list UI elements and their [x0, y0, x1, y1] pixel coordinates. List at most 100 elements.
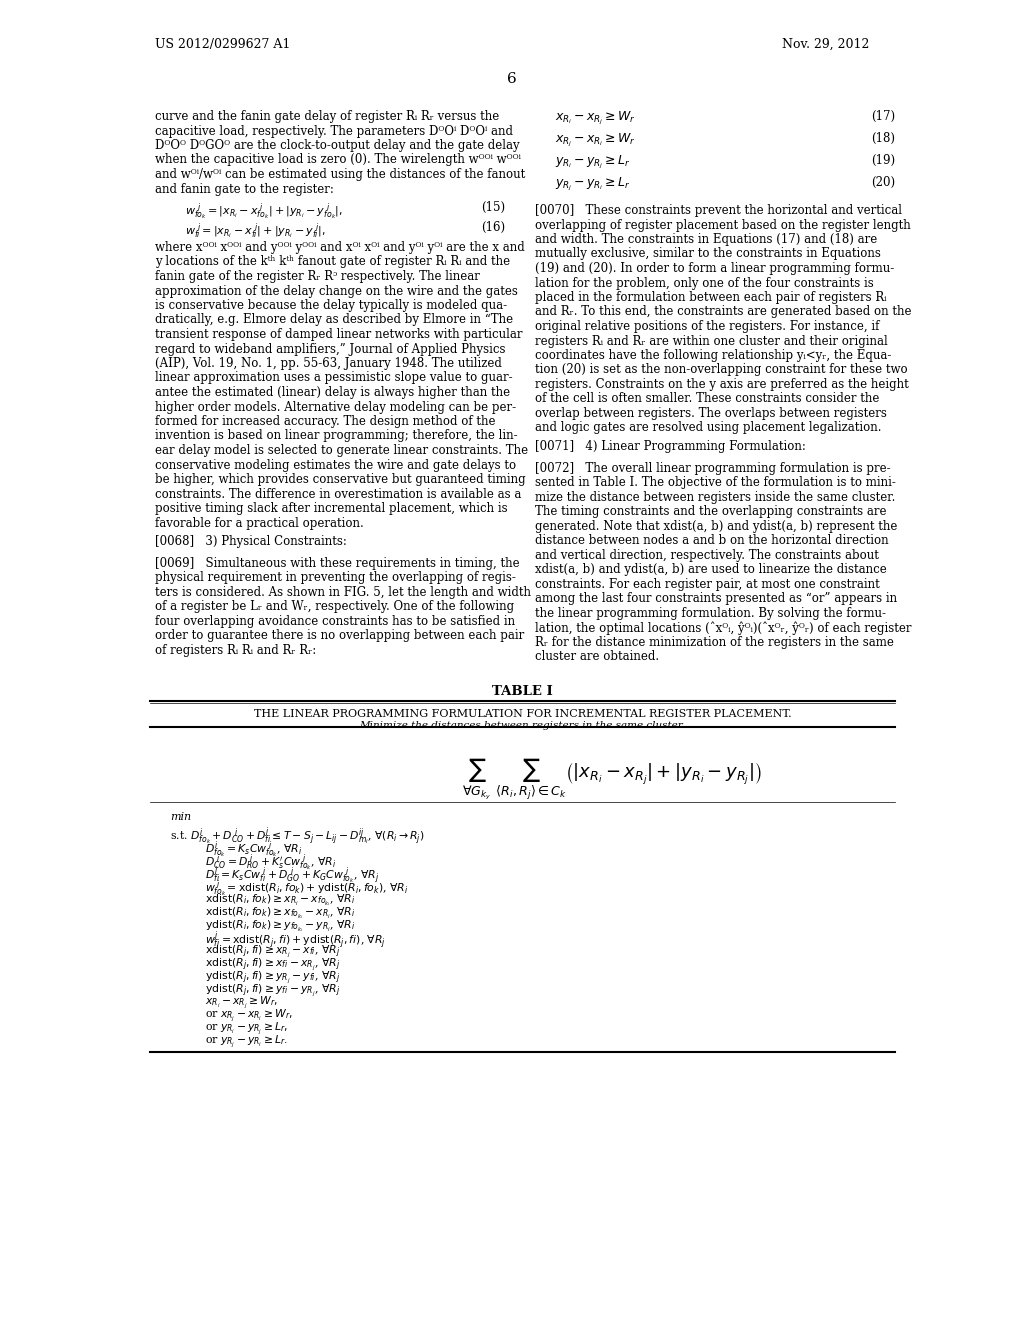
- Text: or $x_{R_j} - x_{R_i} \geq W_r,$: or $x_{R_j} - x_{R_i} \geq W_r,$: [205, 1007, 293, 1024]
- Text: $x_{R_i}-x_{R_j} \geq W_r$: $x_{R_i}-x_{R_j} \geq W_r$: [555, 110, 636, 127]
- Text: cluster are obtained.: cluster are obtained.: [535, 651, 659, 663]
- Text: mize the distance between registers inside the same cluster.: mize the distance between registers insi…: [535, 491, 895, 504]
- Text: positive timing slack after incremental placement, which is: positive timing slack after incremental …: [155, 502, 508, 515]
- Text: [0071]   4) Linear Programming Formulation:: [0071] 4) Linear Programming Formulation…: [535, 440, 806, 453]
- Text: TABLE I: TABLE I: [493, 685, 553, 698]
- Text: THE LINEAR PROGRAMMING FORMULATION FOR INCREMENTAL REGISTER PLACEMENT.: THE LINEAR PROGRAMMING FORMULATION FOR I…: [254, 709, 792, 719]
- Text: the linear programming formulation. By solving the formu-: the linear programming formulation. By s…: [535, 607, 886, 620]
- Text: placed in the formulation between each pair of registers Rᵢ: placed in the formulation between each p…: [535, 290, 887, 304]
- Text: invention is based on linear programming; therefore, the lin-: invention is based on linear programming…: [155, 429, 517, 442]
- Text: [0070]   These constraints prevent the horizontal and vertical: [0070] These constraints prevent the hor…: [535, 205, 902, 216]
- Text: original relative positions of the registers. For instance, if: original relative positions of the regis…: [535, 319, 880, 333]
- Text: and vertical direction, respectively. The constraints about: and vertical direction, respectively. Th…: [535, 549, 879, 562]
- Text: of a register be Lᵣ and Wᵣ, respectively. One of the following: of a register be Lᵣ and Wᵣ, respectively…: [155, 601, 514, 614]
- Text: $w_{fo_k}^{\ i} = |x_{R_i}-x_{fo_k}^{\ i}| + |y_{R_i}-y_{fo_k}^{\ i}|,$: $w_{fo_k}^{\ i} = |x_{R_i}-x_{fo_k}^{\ i…: [185, 201, 343, 222]
- Text: (20): (20): [870, 176, 895, 189]
- Text: $w_{fo_k}^{\ i} = \mathrm{xdist}(R_i, fo_k) + \mathrm{ydist}(R_i, fo_k)$, $\fora: $w_{fo_k}^{\ i} = \mathrm{xdist}(R_i, fo…: [205, 878, 409, 899]
- Text: The timing constraints and the overlapping constraints are: The timing constraints and the overlappi…: [535, 506, 887, 519]
- Text: formed for increased accuracy. The design method of the: formed for increased accuracy. The desig…: [155, 414, 496, 428]
- Text: fanin gate of the register Rᵣ Rᵓ respectively. The linear: fanin gate of the register Rᵣ Rᵓ respect…: [155, 271, 480, 282]
- Text: generated. Note that xdist(a, b) and ydist(a, b) represent the: generated. Note that xdist(a, b) and ydi…: [535, 520, 897, 533]
- Text: constraints. The difference in overestimation is available as a: constraints. The difference in overestim…: [155, 487, 521, 500]
- Text: [0069]   Simultaneous with these requirements in timing, the: [0069] Simultaneous with these requireme…: [155, 557, 519, 570]
- Text: Nov. 29, 2012: Nov. 29, 2012: [781, 38, 869, 51]
- Text: and logic gates are resolved using placement legalization.: and logic gates are resolved using place…: [535, 421, 882, 434]
- Text: linear approximation uses a pessimistic slope value to guar-: linear approximation uses a pessimistic …: [155, 371, 513, 384]
- Text: $w_{fi}^{j} = \mathrm{xdist}(R_j, fi) + \mathrm{ydist}(R_j, fi)$, $\forall R_j$: $w_{fi}^{j} = \mathrm{xdist}(R_j, fi) + …: [205, 929, 386, 952]
- Text: and fanin gate to the register:: and fanin gate to the register:: [155, 182, 334, 195]
- Text: min: min: [170, 812, 191, 822]
- Text: among the last four constraints presented as “or” appears in: among the last four constraints presente…: [535, 593, 897, 606]
- Text: $\mathrm{ydist}(R_j, fi) \geq y_{R_j} - y_{fi}$, $\forall R_j$: $\mathrm{ydist}(R_j, fi) \geq y_{R_j} - …: [205, 969, 340, 986]
- Text: $x_{R_i} - x_{R_j} \geq W_r,$: $x_{R_i} - x_{R_j} \geq W_r,$: [205, 995, 278, 1011]
- Text: and width. The constraints in Equations (17) and (18) are: and width. The constraints in Equations …: [535, 234, 878, 246]
- Text: lation for the problem, only one of the four constraints is: lation for the problem, only one of the …: [535, 276, 873, 289]
- Text: $\mathrm{xdist}(R_j, fi) \geq x_{R_j} - x_{fi}$, $\forall R_j$: $\mathrm{xdist}(R_j, fi) \geq x_{R_j} - …: [205, 942, 340, 960]
- Text: $D_{CO}^{\ i} = D_{RO}^{\ i} + K_s' Cw_{fo_k}^{\ i}$, $\forall R_i$: $D_{CO}^{\ i} = D_{RO}^{\ i} + K_s' Cw_{…: [205, 851, 337, 873]
- Text: be higher, which provides conservative but guaranteed timing: be higher, which provides conservative b…: [155, 473, 525, 486]
- Text: higher order models. Alternative delay modeling can be per-: higher order models. Alternative delay m…: [155, 400, 516, 413]
- Text: Rᵣ for the distance minimization of the registers in the same: Rᵣ for the distance minimization of the …: [535, 636, 894, 648]
- Text: DᴼOᴼ DᴼGOᴼ are the clock-to-output delay and the gate delay: DᴼOᴼ DᴼGOᴼ are the clock-to-output delay…: [155, 139, 519, 152]
- Text: regard to wideband amplifiers,” Journal of Applied Physics: regard to wideband amplifiers,” Journal …: [155, 342, 506, 355]
- Text: or $y_{R_j} - y_{R_i} \geq L_r.$: or $y_{R_j} - y_{R_i} \geq L_r.$: [205, 1034, 288, 1049]
- Text: (15): (15): [481, 201, 505, 214]
- Text: $y_{R_i}-y_{R_j} \geq L_r$: $y_{R_i}-y_{R_j} \geq L_r$: [555, 154, 631, 172]
- Text: conservative modeling estimates the wire and gate delays to: conservative modeling estimates the wire…: [155, 458, 516, 471]
- Text: and Rᵣ. To this end, the constraints are generated based on the: and Rᵣ. To this end, the constraints are…: [535, 305, 911, 318]
- Text: $\mathrm{xdist}(R_i, fo_k) \geq x_{fo_{k_i}} - x_{R_i}$, $\forall R_i$: $\mathrm{xdist}(R_i, fo_k) \geq x_{fo_{k…: [205, 904, 355, 920]
- Text: tion (20) is set as the non-overlapping constraint for these two: tion (20) is set as the non-overlapping …: [535, 363, 907, 376]
- Text: registers. Constraints on the y axis are preferred as the height: registers. Constraints on the y axis are…: [535, 378, 908, 391]
- Text: s.t. $D^i_{fo_k} + D_{CO}^{\ i} + D^j_{fi} \leq T - S_j - L_{ij} - D^{ij}_{m_i}$: s.t. $D^i_{fo_k} + D_{CO}^{\ i} + D^j_{f…: [170, 826, 425, 847]
- Text: (18): (18): [871, 132, 895, 145]
- Text: [0072]   The overall linear programming formulation is pre-: [0072] The overall linear programming fo…: [535, 462, 891, 475]
- Text: dratically, e.g. Elmore delay as described by Elmore in “The: dratically, e.g. Elmore delay as describ…: [155, 314, 513, 326]
- Text: mutually exclusive, similar to the constraints in Equations: mutually exclusive, similar to the const…: [535, 248, 881, 260]
- Text: is conservative because the delay typically is modeled qua-: is conservative because the delay typica…: [155, 300, 507, 312]
- Text: distance between nodes a and b on the horizontal direction: distance between nodes a and b on the ho…: [535, 535, 889, 548]
- Text: $\mathrm{ydist}(R_i, fo_k) \geq y_{fo_{k_i}} - y_{R_i}$, $\forall R_i$: $\mathrm{ydist}(R_i, fo_k) \geq y_{fo_{k…: [205, 917, 355, 933]
- Text: constraints. For each register pair, at most one constraint: constraints. For each register pair, at …: [535, 578, 880, 591]
- Text: favorable for a practical operation.: favorable for a practical operation.: [155, 516, 364, 529]
- Text: (19) and (20). In order to form a linear programming formu-: (19) and (20). In order to form a linear…: [535, 261, 894, 275]
- Text: sented in Table I. The objective of the formulation is to mini-: sented in Table I. The objective of the …: [535, 477, 896, 490]
- Text: ters is considered. As shown in FIG. 5, let the length and width: ters is considered. As shown in FIG. 5, …: [155, 586, 531, 599]
- Text: $y_{R_j}-y_{R_i} \geq L_r$: $y_{R_j}-y_{R_i} \geq L_r$: [555, 176, 631, 193]
- Text: when the capacitive load is zero (0). The wirelength wᴼᴼⁱ wᴼᴼⁱ: when the capacitive load is zero (0). Th…: [155, 153, 521, 166]
- Text: (19): (19): [870, 154, 895, 168]
- Text: of the cell is often smaller. These constraints consider the: of the cell is often smaller. These cons…: [535, 392, 880, 405]
- Text: $D^i_{fo_k} = K_s Cw_{fo_k}^{\ i}$, $\forall R_i$: $D^i_{fo_k} = K_s Cw_{fo_k}^{\ i}$, $\fo…: [205, 838, 302, 859]
- Text: y locations of the kᵗʰ kᵗʰ fanout gate of register Rᵢ Rᵢ and the: y locations of the kᵗʰ kᵗʰ fanout gate o…: [155, 256, 510, 268]
- Text: ear delay model is selected to generate linear constraints. The: ear delay model is selected to generate …: [155, 444, 528, 457]
- Text: capacitive load, respectively. The parameters DᴼOⁱ DᴼOⁱ and: capacitive load, respectively. The param…: [155, 124, 513, 137]
- Text: overlapping of register placement based on the register length: overlapping of register placement based …: [535, 219, 910, 231]
- Text: Minimize the distances between registers in the same cluster.: Minimize the distances between registers…: [359, 721, 685, 730]
- Text: US 2012/0299627 A1: US 2012/0299627 A1: [155, 38, 291, 51]
- Text: and wᴼⁱ/wᴼⁱ can be estimated using the distances of the fanout: and wᴼⁱ/wᴼⁱ can be estimated using the d…: [155, 168, 525, 181]
- Text: order to guarantee there is no overlapping between each pair: order to guarantee there is no overlappi…: [155, 630, 524, 643]
- Text: $\mathrm{xdist}(R_j, fi) \geq x_{fi} - x_{R_j}$, $\forall R_j$: $\mathrm{xdist}(R_j, fi) \geq x_{fi} - x…: [205, 956, 340, 973]
- Text: $\mathrm{xdist}(R_i, fo_k) \geq x_{R_i} - x_{fo_{k_i}}$, $\forall R_i$: $\mathrm{xdist}(R_i, fo_k) \geq x_{R_i} …: [205, 891, 355, 908]
- Text: approximation of the delay change on the wire and the gates: approximation of the delay change on the…: [155, 285, 518, 297]
- Text: (AIP), Vol. 19, No. 1, pp. 55-63, January 1948. The utilized: (AIP), Vol. 19, No. 1, pp. 55-63, Januar…: [155, 356, 502, 370]
- Text: [0068]   3) Physical Constraints:: [0068] 3) Physical Constraints:: [155, 535, 347, 548]
- Text: physical requirement in preventing the overlapping of regis-: physical requirement in preventing the o…: [155, 572, 516, 585]
- Text: 6: 6: [507, 73, 517, 86]
- Text: $D^j_{fi} = K_s Cw_{fi}^{\ i} + D_{GO}^{\ i} + K_G Cw_{fo_k}^{\ i}$, $\forall R_: $D^j_{fi} = K_s Cw_{fi}^{\ i} + D_{GO}^{…: [205, 865, 379, 887]
- Text: lation, the optimal locations (ˆxᴼᵢ, ŷᴼᵢ)(ˆxᴼᵣ, ŷᴼᵣ) of each register: lation, the optimal locations (ˆxᴼᵢ, ŷᴼᵢ…: [535, 622, 911, 635]
- Text: antee the estimated (linear) delay is always higher than the: antee the estimated (linear) delay is al…: [155, 385, 510, 399]
- Text: four overlapping avoidance constraints has to be satisfied in: four overlapping avoidance constraints h…: [155, 615, 515, 628]
- Text: $\sum_{{\forall G_{{k_y}}}}\ \sum_{{\langle R_i, R_j\rangle \in C_k}} \left(|x_{: $\sum_{{\forall G_{{k_y}}}}\ \sum_{{\lan…: [463, 756, 762, 803]
- Text: of registers Rᵢ Rᵢ and Rᵣ Rᵣ:: of registers Rᵢ Rᵢ and Rᵣ Rᵣ:: [155, 644, 316, 657]
- Text: $w_{fi}^{\ i} = |x_{R_i}-x_{fi}^{\ i}| + |y_{R_i}-y_{fi}^{\ i}|,$: $w_{fi}^{\ i} = |x_{R_i}-x_{fi}^{\ i}| +…: [185, 220, 326, 240]
- Text: (17): (17): [870, 110, 895, 123]
- Text: xdist(a, b) and ydist(a, b) are used to linearize the distance: xdist(a, b) and ydist(a, b) are used to …: [535, 564, 887, 577]
- Text: where xᴼᴼⁱ xᴼᴼⁱ and yᴼᴼⁱ yᴼᴼⁱ and xᴼⁱ xᴼⁱ and yᴼⁱ yᴼⁱ are the x and: where xᴼᴼⁱ xᴼᴼⁱ and yᴼᴼⁱ yᴼᴼⁱ and xᴼⁱ xᴼ…: [155, 242, 524, 253]
- Text: $\mathrm{ydist}(R_j, fi) \geq y_{fi} - y_{R_j}$, $\forall R_j$: $\mathrm{ydist}(R_j, fi) \geq y_{fi} - y…: [205, 982, 340, 999]
- Text: transient response of damped linear networks with particular: transient response of damped linear netw…: [155, 327, 522, 341]
- Text: or $y_{R_i} - y_{R_j} \geq L_r,$: or $y_{R_i} - y_{R_j} \geq L_r,$: [205, 1020, 288, 1036]
- Text: $x_{R_j}-x_{R_i} \geq W_r$: $x_{R_j}-x_{R_i} \geq W_r$: [555, 132, 636, 149]
- Text: overlap between registers. The overlaps between registers: overlap between registers. The overlaps …: [535, 407, 887, 420]
- Text: (16): (16): [481, 220, 505, 234]
- Text: registers Rᵢ and Rᵣ are within one cluster and their original: registers Rᵢ and Rᵣ are within one clust…: [535, 334, 888, 347]
